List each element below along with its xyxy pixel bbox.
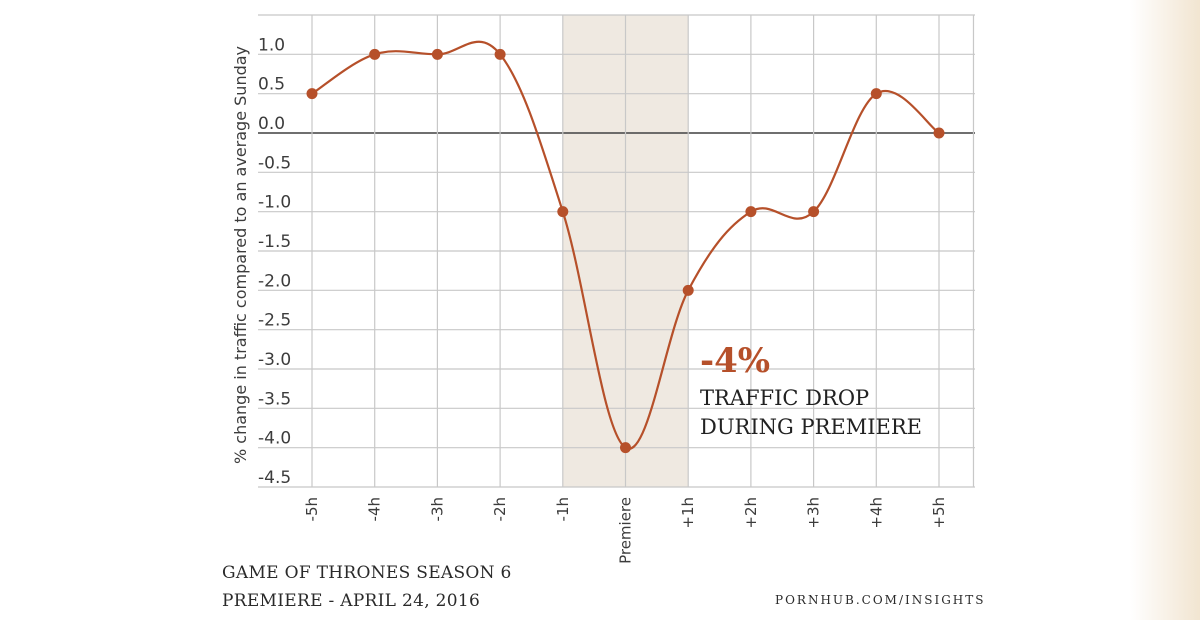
x-tick-label: +2h <box>742 497 760 529</box>
data-point-+1h <box>682 284 694 296</box>
data-point-premiere <box>620 442 631 454</box>
y-tick-label: -2.5 <box>258 311 291 331</box>
y-tick-label: -1.0 <box>258 193 291 213</box>
x-tick-label: -1h <box>554 497 572 521</box>
y-tick-label: 0.5 <box>258 75 285 95</box>
annotation-line-2: DURING PREMIERE <box>700 415 922 439</box>
x-tick-label: +4h <box>867 497 885 529</box>
data-point-2h <box>494 48 506 60</box>
data-point-+3h <box>808 206 820 218</box>
x-tick-label: -4h <box>366 497 384 521</box>
y-tick-label: -1.5 <box>258 232 291 252</box>
y-axis-label: % change in traffic compared to an avera… <box>231 46 250 464</box>
x-tick-label: Premiere <box>617 497 635 564</box>
y-tick-label: -3.0 <box>258 350 291 370</box>
x-tick-label: -5h <box>303 497 321 521</box>
y-tick-label: -4.0 <box>258 429 291 449</box>
data-point-+2h <box>745 206 757 218</box>
x-tick-label: +3h <box>805 497 823 529</box>
data-point-3h <box>431 48 443 60</box>
source-credit: PORNHUB.COM/INSIGHTS <box>775 593 986 607</box>
x-tick-label: +5h <box>930 497 948 529</box>
x-tick-label: -2h <box>491 497 509 521</box>
data-point-1h <box>557 206 569 218</box>
data-point-5h <box>306 88 318 100</box>
y-tick-label: -4.5 <box>258 468 291 488</box>
x-tick-label: +1h <box>679 497 697 529</box>
data-point-+4h <box>870 88 882 100</box>
annotation-value: -4% <box>700 341 770 381</box>
y-tick-label: -0.5 <box>258 153 291 173</box>
y-tick-label: -3.5 <box>258 389 291 409</box>
y-tick-label: -2.0 <box>258 271 291 291</box>
data-point-4h <box>369 48 381 60</box>
annotation-line-1: TRAFFIC DROP <box>700 386 869 410</box>
x-tick-label: -3h <box>428 497 446 521</box>
y-tick-label: 0.0 <box>258 114 285 134</box>
chart-caption-line-1: GAME OF THRONES SEASON 6 <box>222 563 512 583</box>
right-edge-shading <box>1130 0 1200 620</box>
chart-caption-line-2: PREMIERE - APRIL 24, 2016 <box>222 591 481 611</box>
y-tick-label: 1.0 <box>258 35 285 55</box>
data-point-+5h <box>933 127 945 139</box>
